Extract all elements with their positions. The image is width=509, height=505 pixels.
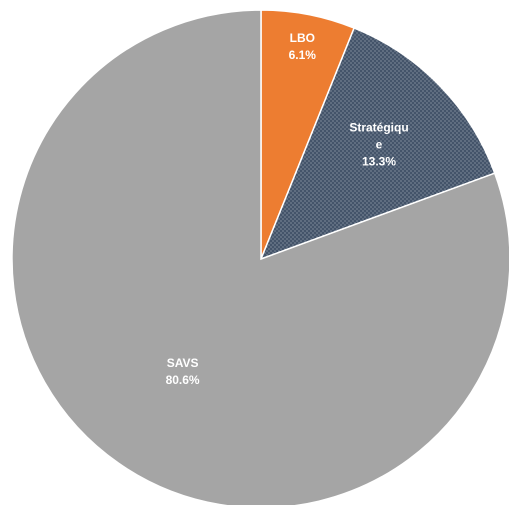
slice-label-line: SAVS bbox=[167, 356, 199, 370]
slice-label-line: e bbox=[376, 138, 383, 152]
slice-label-lbo: LBO 6.1% bbox=[289, 31, 317, 62]
slice-label-line: 13.3% bbox=[362, 155, 396, 169]
pie-slice-labels: LBO 6.1% Stratégiqu e 13.3% SAVS 80.6% bbox=[166, 31, 409, 387]
pie-slice-savs bbox=[11, 9, 509, 505]
slice-label-line: 6.1% bbox=[289, 48, 317, 62]
slice-label-line: LBO bbox=[290, 31, 315, 45]
pie-slices bbox=[11, 9, 509, 505]
pie-slice-strat-gique bbox=[259, 27, 496, 261]
slice-label-line: 80.6% bbox=[166, 373, 200, 387]
slice-label-line: Stratégiqu bbox=[349, 121, 408, 135]
slice-label-strat-gique: Stratégiqu e 13.3% bbox=[349, 121, 408, 169]
slice-label-savs: SAVS 80.6% bbox=[166, 356, 200, 387]
